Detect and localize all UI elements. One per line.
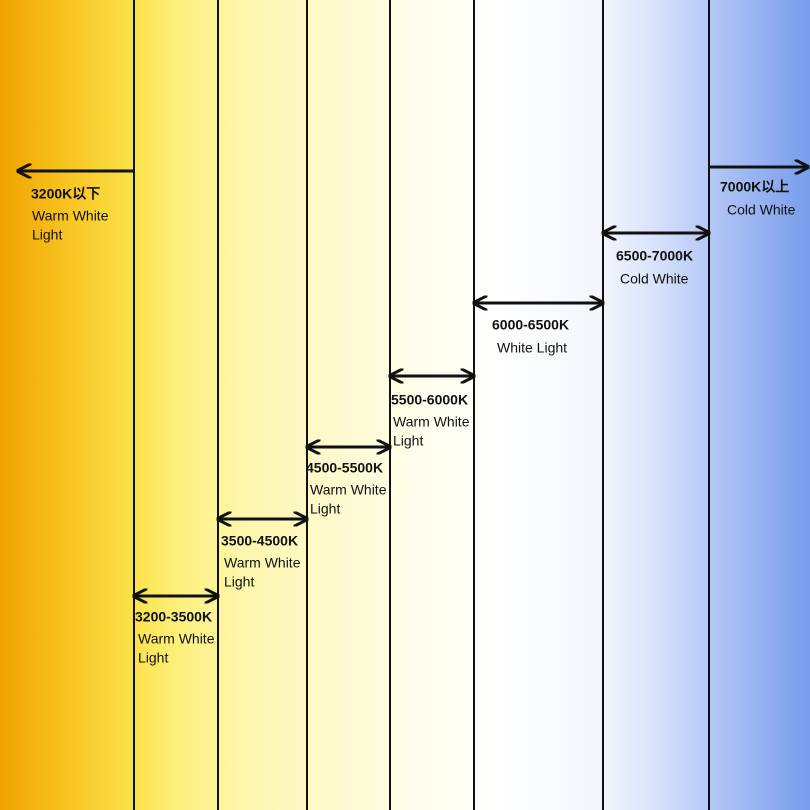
range-label: 7000K以上 <box>720 179 789 195</box>
description: Warm White <box>393 414 470 430</box>
description: Light <box>393 433 423 449</box>
range-label: 3200-3500K <box>135 609 212 625</box>
description: Warm White <box>310 482 387 498</box>
description: Warm White <box>138 631 215 647</box>
range-label: 3500-4500K <box>221 533 298 549</box>
description: Light <box>32 227 62 243</box>
range-label: 6000-6500K <box>492 317 569 333</box>
description: White Light <box>497 340 567 356</box>
range-label: 6500-7000K <box>616 248 693 264</box>
description: Light <box>310 501 340 517</box>
description: Light <box>138 650 168 666</box>
description: Cold White <box>727 202 796 218</box>
range-label: 5500-6000K <box>391 392 468 408</box>
dividers <box>133 0 710 810</box>
description: Warm White <box>224 555 301 571</box>
range-label: 3200K以下 <box>31 186 100 202</box>
description: Warm White <box>32 208 109 224</box>
description: Cold White <box>620 271 689 287</box>
description: Light <box>224 574 254 590</box>
range-label: 4500-5500K <box>306 460 383 476</box>
